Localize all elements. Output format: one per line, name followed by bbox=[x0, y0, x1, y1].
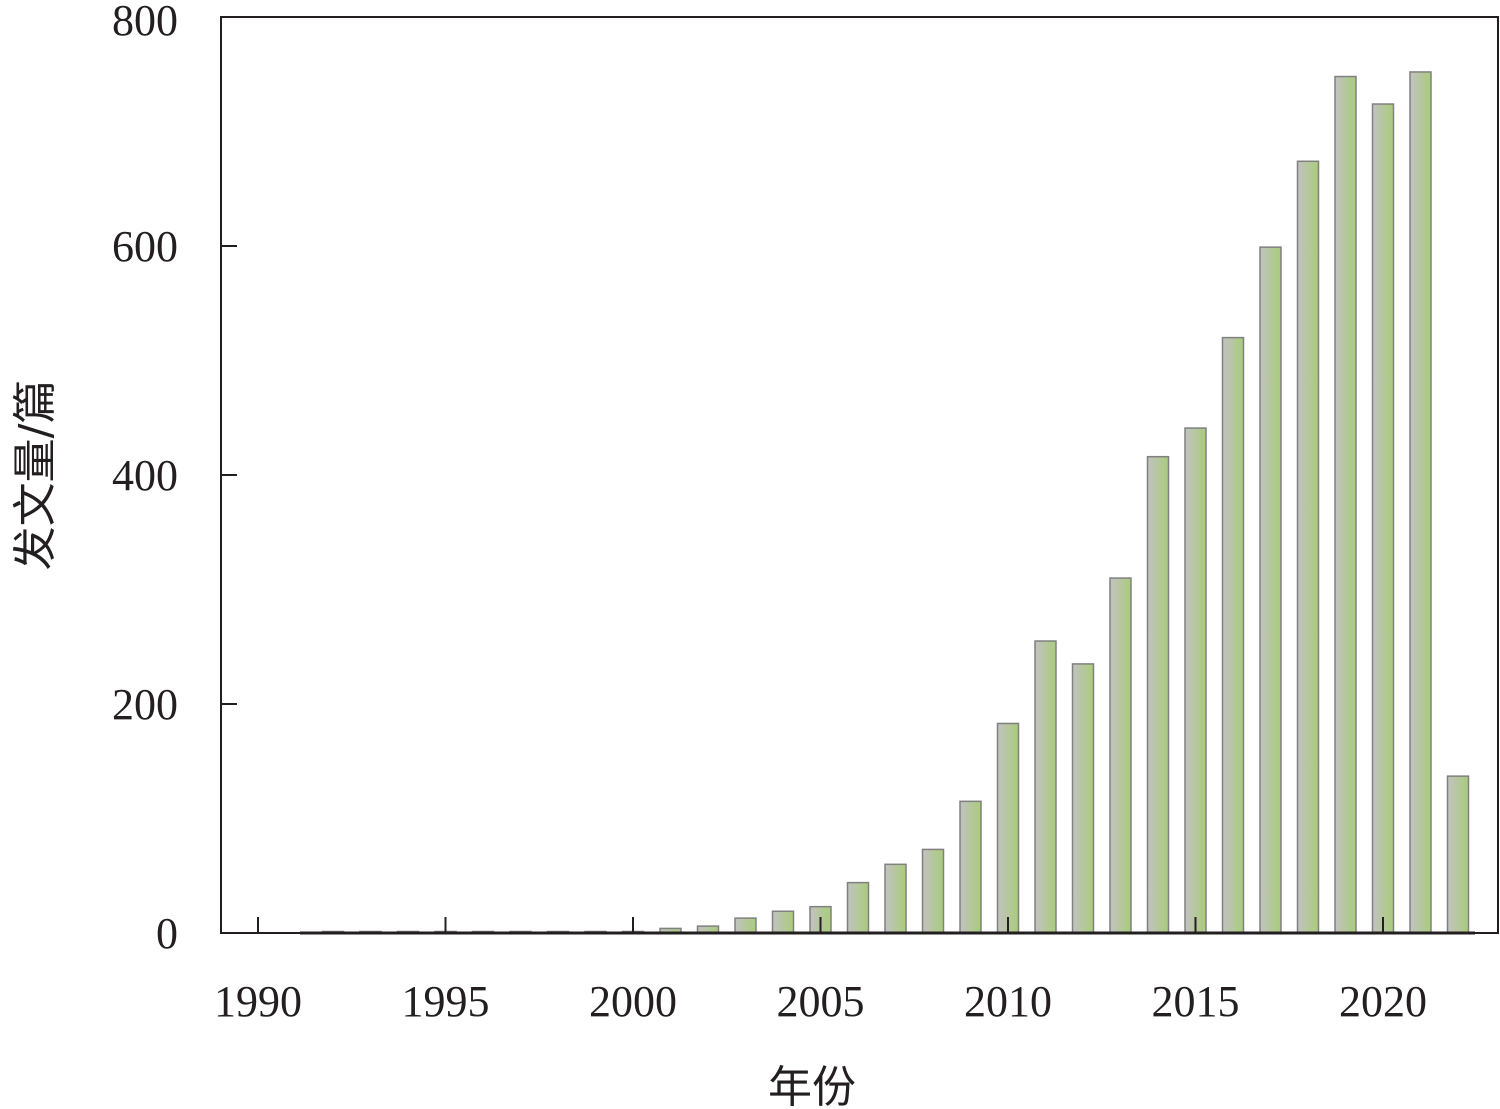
x-tick-label-2015: 2015 bbox=[1152, 977, 1240, 1026]
bars-group bbox=[300, 71, 1475, 935]
y-tick-label-400: 400 bbox=[112, 451, 178, 500]
y-axis-label: 发文量/篇 bbox=[10, 380, 61, 571]
x-tick-label-1990: 1990 bbox=[214, 977, 302, 1026]
bar-2003 bbox=[734, 917, 757, 934]
bar-2016 bbox=[1221, 336, 1245, 934]
bar-2010 bbox=[996, 722, 1020, 934]
y-tick-label-200: 200 bbox=[112, 680, 178, 729]
bar-2015 bbox=[1184, 427, 1207, 934]
x-tick-label-2005: 2005 bbox=[777, 977, 865, 1026]
x-ticks: 1990 1995 2000 2005 2010 2015 2020 bbox=[214, 917, 1427, 1026]
bar-2012 bbox=[1071, 663, 1095, 934]
bar-2013 bbox=[1109, 577, 1132, 934]
y-tick-label-0: 0 bbox=[156, 909, 178, 958]
x-tick-label-2010: 2010 bbox=[964, 977, 1052, 1026]
bar-2007 bbox=[884, 863, 907, 934]
y-tick-label-600: 600 bbox=[112, 222, 178, 271]
bar-2006 bbox=[846, 881, 870, 934]
y-tick-label-800: 800 bbox=[112, 0, 178, 45]
bar-2022 bbox=[1446, 775, 1470, 934]
x-axis-label: 年份 bbox=[768, 1062, 856, 1109]
bar-2011 bbox=[1034, 640, 1057, 934]
bar-2017 bbox=[1259, 246, 1282, 934]
bar-2014 bbox=[1146, 455, 1170, 934]
bar-2004 bbox=[771, 910, 795, 934]
y-ticks: 0 200 400 600 800 bbox=[112, 0, 237, 958]
bar-2009 bbox=[959, 800, 982, 934]
x-tick-label-2020: 2020 bbox=[1339, 977, 1427, 1026]
bar-2021 bbox=[1409, 71, 1432, 934]
bar-2018 bbox=[1296, 160, 1320, 934]
bar-2020 bbox=[1371, 103, 1395, 934]
bar-2008 bbox=[921, 848, 945, 934]
bar-2019 bbox=[1334, 75, 1357, 934]
x-tick-label-1995: 1995 bbox=[402, 977, 490, 1026]
x-tick-label-2000: 2000 bbox=[589, 977, 677, 1026]
